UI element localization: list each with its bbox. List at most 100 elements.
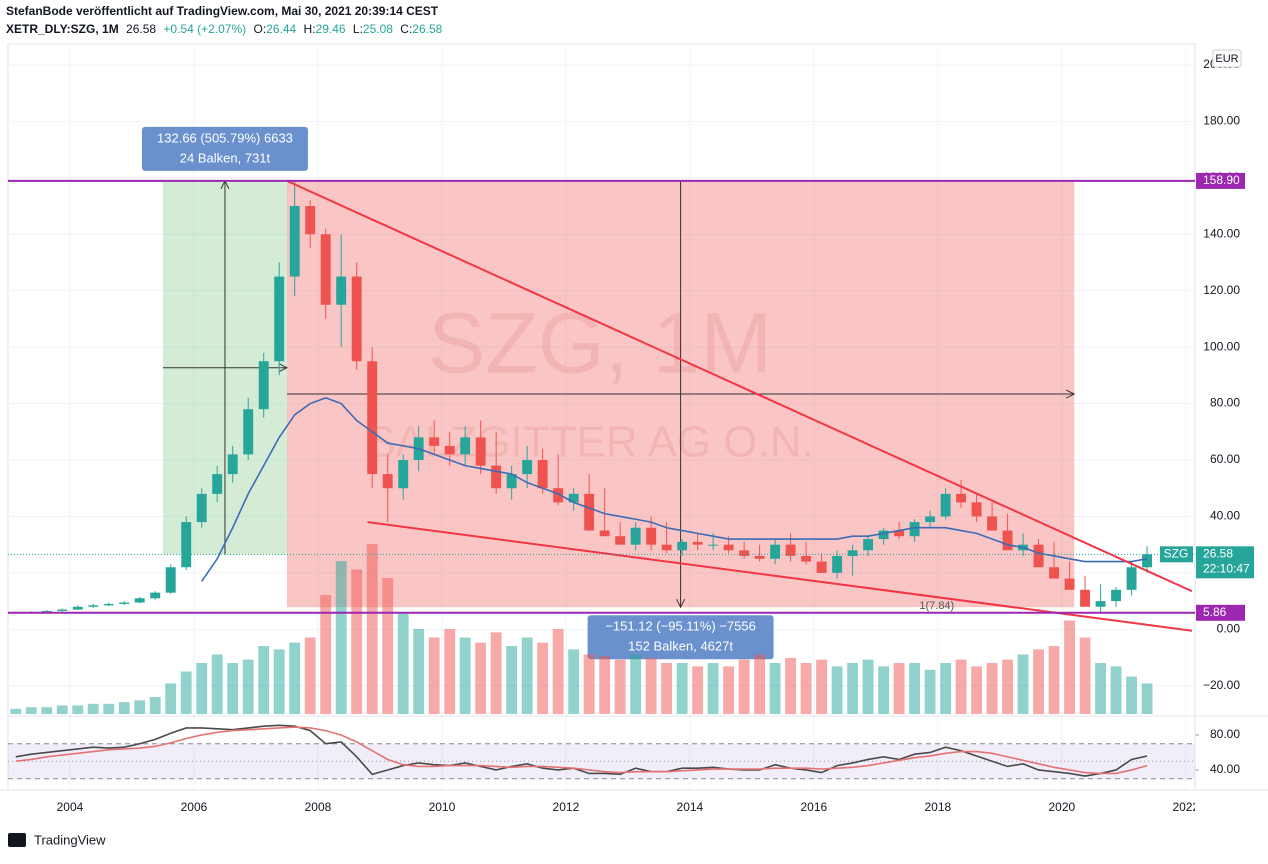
candle-body — [537, 459, 548, 489]
volume-bar — [831, 666, 843, 714]
y-tick-label: 0.00 — [1217, 622, 1241, 636]
volume-bar — [909, 663, 921, 714]
volume-bar — [893, 663, 905, 714]
ohlc-label: L: — [353, 22, 363, 36]
price-tag — [1196, 604, 1245, 621]
candle-body — [289, 205, 300, 277]
candle-body — [444, 445, 455, 455]
candle-body — [816, 561, 827, 573]
last-price-label: 26.58 — [1203, 546, 1233, 560]
volume-bar — [986, 663, 998, 714]
volume-bar — [382, 578, 394, 714]
volume-bar — [645, 657, 657, 714]
candle-body — [41, 610, 52, 613]
volume-bar — [72, 705, 84, 714]
y-tick-label: 40.00 — [1210, 509, 1240, 523]
candle-body — [134, 598, 145, 603]
ohlc-label: H: — [304, 22, 316, 36]
volume-bar — [1064, 620, 1075, 714]
candle-body — [708, 544, 719, 546]
candle-body — [1111, 589, 1122, 602]
volume-bar — [134, 700, 146, 714]
candle-body — [801, 555, 812, 562]
arrow-head — [676, 389, 1076, 609]
candle-body — [909, 522, 920, 537]
symbol: XETR_DLY:SZG, 1M — [6, 22, 119, 36]
x-tick-label: 2022 — [1172, 800, 1199, 814]
volume-bar — [211, 654, 223, 714]
volume-bar — [785, 657, 797, 714]
candle-body — [150, 592, 161, 599]
candle-body — [119, 602, 130, 604]
candle-body — [103, 603, 114, 606]
ohlc-value: 26.44 — [266, 22, 296, 36]
countdown-label: 22:10:47 — [1203, 561, 1250, 575]
volume-bar — [1126, 676, 1137, 714]
volume-bar — [1141, 683, 1153, 714]
volume-bar — [10, 708, 22, 714]
candle-body — [212, 474, 223, 494]
volume-bar — [661, 663, 673, 714]
volume-bar — [56, 705, 68, 714]
last-price-box — [1196, 546, 1254, 579]
candle-body — [506, 474, 517, 489]
volume-bar — [738, 659, 750, 714]
candle-body — [72, 606, 83, 610]
candle-body — [1142, 554, 1153, 568]
volume-bar — [1002, 659, 1014, 714]
candle-body — [367, 361, 378, 475]
volume-bar — [227, 663, 239, 714]
volume-bar — [506, 646, 518, 714]
y-tick-label: −20.00 — [1203, 678, 1240, 692]
moving-average — [201, 397, 1148, 582]
candle-body — [258, 361, 269, 410]
volume-bar — [87, 703, 99, 714]
volume-bar — [955, 659, 967, 714]
watermark: SALZGITTER AG O.N. — [366, 418, 813, 467]
volume-bar — [723, 666, 735, 714]
candle-body — [491, 465, 502, 489]
x-tick-label: 2020 — [1048, 800, 1075, 814]
volume-bar — [1017, 654, 1029, 714]
volume-bar — [289, 642, 301, 714]
ohlc-value: 29.46 — [316, 22, 346, 36]
y-tick-label: 80.00 — [1210, 396, 1240, 410]
volume-bar — [459, 637, 471, 714]
volume-bar — [847, 663, 859, 714]
candle-body — [847, 550, 858, 556]
ohlc-value: 26.58 — [412, 22, 442, 36]
candle-body — [196, 493, 207, 523]
candle-body — [460, 437, 471, 455]
brand: TradingView — [34, 832, 106, 847]
candle-body — [181, 522, 192, 568]
candle-body — [351, 276, 362, 362]
volume-bar — [676, 663, 688, 714]
trendline — [286, 179, 1193, 593]
volume-bar — [1048, 646, 1060, 714]
volume-bar — [242, 659, 254, 714]
volume-bar — [862, 659, 874, 714]
candle-body — [274, 276, 285, 362]
x-tick-label: 2006 — [181, 800, 208, 814]
volume-bar — [475, 642, 487, 714]
candle-body — [475, 437, 486, 466]
x-tick-label: 2016 — [801, 800, 828, 814]
volume-bar — [583, 654, 595, 714]
y-tick-label: 180.00 — [1203, 114, 1240, 128]
candle-body — [584, 493, 595, 531]
volume-bar — [692, 666, 704, 714]
volume-bar — [614, 659, 626, 714]
volume-bar — [196, 663, 208, 714]
measure-label: −151.12 (−95.11%) −7556 — [605, 619, 755, 634]
candle-body — [336, 276, 347, 305]
volume-bar — [754, 654, 766, 714]
candle-body — [971, 502, 982, 517]
x-tick-label: 2010 — [429, 800, 456, 814]
symbol-line: XETR_DLY:SZG, 1M 26.58 +0.54 (+2.07%) O:… — [6, 22, 443, 36]
volume-bar — [816, 659, 828, 714]
candle-body — [305, 205, 316, 235]
y-tick-label: 120.00 — [1203, 283, 1240, 297]
volume-bar — [180, 671, 192, 714]
candle-body — [1049, 567, 1060, 579]
candle-body — [940, 493, 951, 517]
